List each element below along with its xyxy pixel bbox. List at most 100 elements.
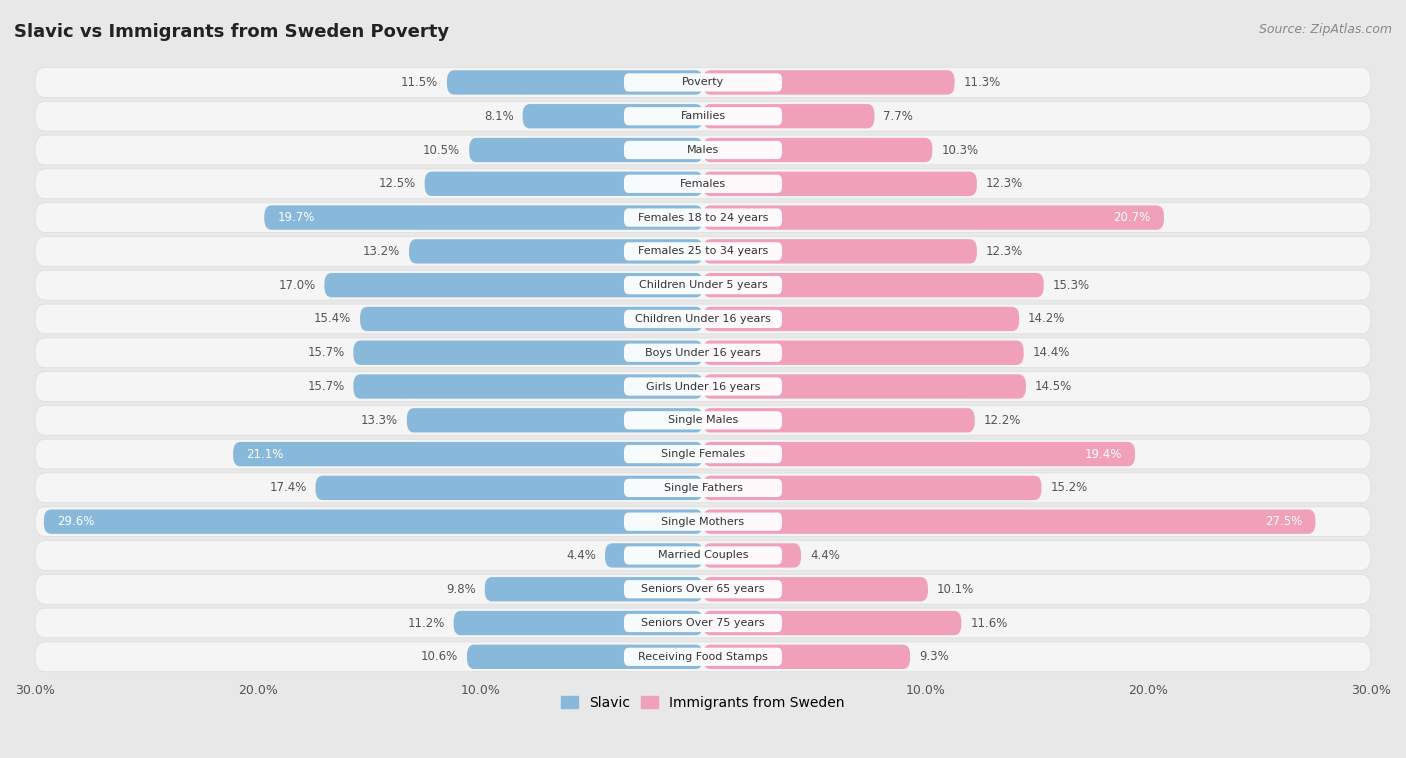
Text: 7.7%: 7.7% bbox=[883, 110, 914, 123]
Text: 12.3%: 12.3% bbox=[986, 245, 1024, 258]
FancyBboxPatch shape bbox=[703, 442, 1135, 466]
FancyBboxPatch shape bbox=[35, 473, 1371, 503]
Text: 4.4%: 4.4% bbox=[567, 549, 596, 562]
Text: Children Under 16 years: Children Under 16 years bbox=[636, 314, 770, 324]
FancyBboxPatch shape bbox=[624, 208, 782, 227]
Text: 11.6%: 11.6% bbox=[970, 616, 1008, 630]
FancyBboxPatch shape bbox=[624, 310, 782, 328]
FancyBboxPatch shape bbox=[35, 102, 1371, 131]
FancyBboxPatch shape bbox=[523, 104, 703, 128]
FancyBboxPatch shape bbox=[454, 611, 703, 635]
Text: 11.3%: 11.3% bbox=[963, 76, 1001, 89]
Text: 29.6%: 29.6% bbox=[58, 515, 94, 528]
Text: Females 18 to 24 years: Females 18 to 24 years bbox=[638, 212, 768, 223]
Text: Seniors Over 75 years: Seniors Over 75 years bbox=[641, 618, 765, 628]
FancyBboxPatch shape bbox=[360, 307, 703, 331]
FancyBboxPatch shape bbox=[703, 543, 801, 568]
FancyBboxPatch shape bbox=[353, 340, 703, 365]
FancyBboxPatch shape bbox=[624, 479, 782, 497]
FancyBboxPatch shape bbox=[624, 141, 782, 159]
FancyBboxPatch shape bbox=[264, 205, 703, 230]
FancyBboxPatch shape bbox=[35, 338, 1371, 368]
FancyBboxPatch shape bbox=[703, 70, 955, 95]
FancyBboxPatch shape bbox=[703, 273, 1043, 297]
FancyBboxPatch shape bbox=[624, 647, 782, 666]
Text: 15.7%: 15.7% bbox=[308, 380, 344, 393]
Text: 10.5%: 10.5% bbox=[423, 143, 460, 156]
Legend: Slavic, Immigrants from Sweden: Slavic, Immigrants from Sweden bbox=[555, 690, 851, 715]
FancyBboxPatch shape bbox=[35, 202, 1371, 233]
Text: 17.4%: 17.4% bbox=[269, 481, 307, 494]
FancyBboxPatch shape bbox=[703, 138, 932, 162]
FancyBboxPatch shape bbox=[624, 174, 782, 193]
FancyBboxPatch shape bbox=[703, 611, 962, 635]
FancyBboxPatch shape bbox=[703, 205, 1164, 230]
FancyBboxPatch shape bbox=[447, 70, 703, 95]
FancyBboxPatch shape bbox=[703, 644, 910, 669]
FancyBboxPatch shape bbox=[233, 442, 703, 466]
FancyBboxPatch shape bbox=[35, 236, 1371, 266]
Text: 10.3%: 10.3% bbox=[941, 143, 979, 156]
FancyBboxPatch shape bbox=[35, 642, 1371, 672]
FancyBboxPatch shape bbox=[624, 107, 782, 125]
FancyBboxPatch shape bbox=[624, 377, 782, 396]
FancyBboxPatch shape bbox=[624, 445, 782, 463]
Text: 15.7%: 15.7% bbox=[308, 346, 344, 359]
FancyBboxPatch shape bbox=[35, 304, 1371, 334]
FancyBboxPatch shape bbox=[624, 343, 782, 362]
FancyBboxPatch shape bbox=[624, 547, 782, 565]
Text: Source: ZipAtlas.com: Source: ZipAtlas.com bbox=[1258, 23, 1392, 36]
Text: 13.2%: 13.2% bbox=[363, 245, 401, 258]
Text: Boys Under 16 years: Boys Under 16 years bbox=[645, 348, 761, 358]
FancyBboxPatch shape bbox=[624, 411, 782, 430]
FancyBboxPatch shape bbox=[703, 408, 974, 433]
Text: 11.5%: 11.5% bbox=[401, 76, 439, 89]
FancyBboxPatch shape bbox=[703, 307, 1019, 331]
Text: 14.4%: 14.4% bbox=[1032, 346, 1070, 359]
FancyBboxPatch shape bbox=[703, 374, 1026, 399]
FancyBboxPatch shape bbox=[703, 104, 875, 128]
FancyBboxPatch shape bbox=[353, 374, 703, 399]
FancyBboxPatch shape bbox=[703, 509, 1316, 534]
FancyBboxPatch shape bbox=[703, 577, 928, 601]
Text: Single Females: Single Females bbox=[661, 449, 745, 459]
Text: 10.6%: 10.6% bbox=[420, 650, 458, 663]
Text: Single Mothers: Single Mothers bbox=[661, 517, 745, 527]
FancyBboxPatch shape bbox=[35, 169, 1371, 199]
Text: 13.3%: 13.3% bbox=[361, 414, 398, 427]
FancyBboxPatch shape bbox=[485, 577, 703, 601]
FancyBboxPatch shape bbox=[703, 476, 1042, 500]
FancyBboxPatch shape bbox=[703, 240, 977, 264]
FancyBboxPatch shape bbox=[624, 614, 782, 632]
Text: 9.3%: 9.3% bbox=[920, 650, 949, 663]
FancyBboxPatch shape bbox=[325, 273, 703, 297]
FancyBboxPatch shape bbox=[35, 575, 1371, 604]
Text: Receiving Food Stamps: Receiving Food Stamps bbox=[638, 652, 768, 662]
Text: 12.5%: 12.5% bbox=[378, 177, 416, 190]
Text: Single Fathers: Single Fathers bbox=[664, 483, 742, 493]
Text: 27.5%: 27.5% bbox=[1265, 515, 1302, 528]
FancyBboxPatch shape bbox=[624, 74, 782, 92]
FancyBboxPatch shape bbox=[35, 540, 1371, 570]
FancyBboxPatch shape bbox=[35, 135, 1371, 165]
Text: Seniors Over 65 years: Seniors Over 65 years bbox=[641, 584, 765, 594]
Text: 15.2%: 15.2% bbox=[1050, 481, 1088, 494]
FancyBboxPatch shape bbox=[703, 171, 977, 196]
Text: 15.3%: 15.3% bbox=[1053, 279, 1090, 292]
Text: 19.4%: 19.4% bbox=[1084, 447, 1122, 461]
FancyBboxPatch shape bbox=[425, 171, 703, 196]
Text: 8.1%: 8.1% bbox=[484, 110, 513, 123]
Text: 19.7%: 19.7% bbox=[277, 211, 315, 224]
Text: Families: Families bbox=[681, 111, 725, 121]
FancyBboxPatch shape bbox=[624, 276, 782, 294]
Text: Males: Males bbox=[688, 145, 718, 155]
FancyBboxPatch shape bbox=[35, 406, 1371, 435]
FancyBboxPatch shape bbox=[35, 67, 1371, 97]
Text: 9.8%: 9.8% bbox=[446, 583, 475, 596]
Text: 11.2%: 11.2% bbox=[408, 616, 444, 630]
Text: Poverty: Poverty bbox=[682, 77, 724, 87]
FancyBboxPatch shape bbox=[624, 243, 782, 261]
Text: Children Under 5 years: Children Under 5 years bbox=[638, 280, 768, 290]
FancyBboxPatch shape bbox=[35, 271, 1371, 300]
FancyBboxPatch shape bbox=[624, 512, 782, 531]
